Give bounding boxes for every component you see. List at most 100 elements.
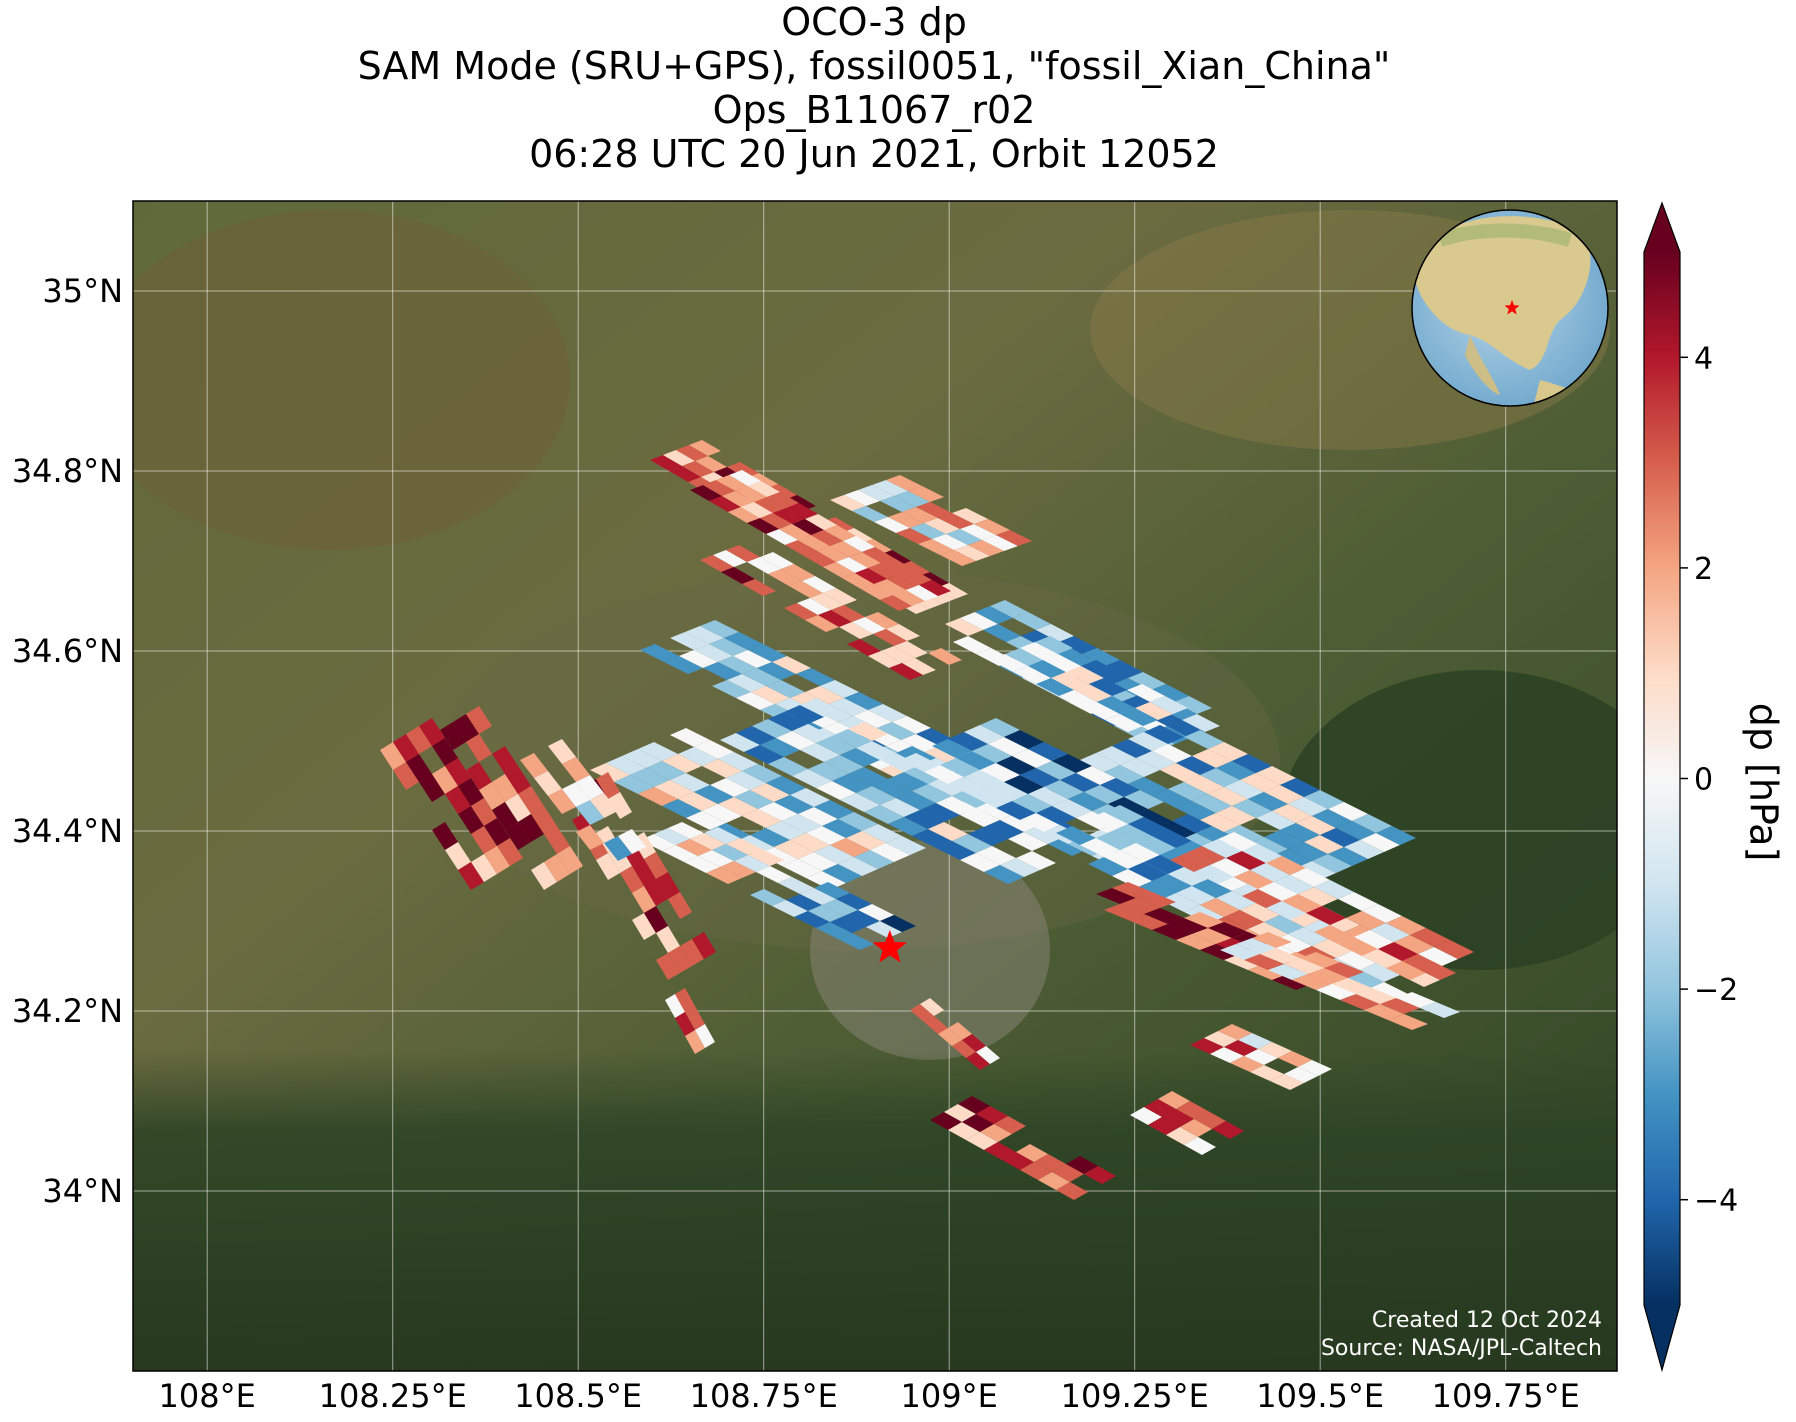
footprint-cell <box>1128 672 1166 690</box>
footprint-cell <box>805 615 839 632</box>
footprint-cell <box>1338 937 1378 956</box>
footprint-cell <box>1356 988 1396 1004</box>
footprint-cell <box>822 899 858 916</box>
footprint-cell <box>798 852 838 871</box>
footprint-cell <box>1208 787 1248 806</box>
title-build: Ops_B11067_r02 <box>712 88 1036 132</box>
footprint-cell <box>887 574 919 590</box>
footprint-cell <box>774 795 814 814</box>
footprint-cell <box>709 638 748 656</box>
footprint-cell <box>868 651 902 668</box>
footprint-cell <box>393 762 419 790</box>
footprint-cell <box>686 811 726 830</box>
footprint-cell <box>497 838 523 866</box>
footprint-cell <box>848 767 888 786</box>
footprint-cell <box>800 743 840 762</box>
footprint-cell <box>1344 840 1384 859</box>
footprint-cell <box>848 722 888 741</box>
footprint-cell <box>798 807 838 826</box>
footprint-cell <box>1272 974 1312 990</box>
footprint-cell <box>802 576 836 593</box>
map-frame <box>132 200 1618 1372</box>
footprint-cell <box>632 886 656 913</box>
globe-star-shape <box>1504 300 1520 315</box>
footprint-cell <box>904 765 944 784</box>
footprint-cell <box>1174 696 1212 714</box>
footprint-cell <box>1166 1127 1198 1145</box>
footprint-cell <box>712 680 751 698</box>
footprint-cell <box>1080 753 1120 772</box>
footprint-cell <box>1104 904 1144 920</box>
footprint-cell <box>1256 811 1296 830</box>
footprint-cell <box>798 535 830 551</box>
footprint-cell <box>946 529 982 545</box>
footprint-cell <box>1298 887 1338 906</box>
footprint-cell <box>792 724 832 743</box>
footprint-cell <box>663 450 695 466</box>
footprint-cell <box>768 712 808 731</box>
footprint-cell <box>1320 828 1360 847</box>
footprint-cell <box>1192 749 1232 768</box>
footprint-cell <box>1200 944 1240 960</box>
footprint-cell <box>832 774 872 793</box>
footprint-cell <box>944 1104 976 1122</box>
footprint-cell <box>1044 780 1084 799</box>
footprint-cell <box>760 513 792 529</box>
footprint-cell <box>694 644 733 662</box>
footprint-cell <box>1186 846 1226 865</box>
footprint-cell <box>700 555 734 572</box>
footprint-cell <box>534 771 562 796</box>
footprint-cell <box>562 757 590 782</box>
footprint-cell <box>824 755 864 774</box>
footprint-cell <box>1360 963 1400 982</box>
footprint-cell <box>1128 817 1168 836</box>
footprint-cell <box>710 778 750 797</box>
footprint-cell <box>656 953 680 980</box>
footprint-cell <box>1036 806 1076 825</box>
footprint-cell <box>1388 1014 1428 1030</box>
footprint-cell <box>790 833 830 852</box>
footprint-cell <box>1224 825 1264 844</box>
footprint-cell <box>729 470 761 486</box>
footprint-cell <box>1084 1166 1116 1184</box>
footprint-cell <box>1242 889 1282 908</box>
footprint-cell <box>728 507 760 523</box>
footprint-cell <box>797 598 831 615</box>
footprint-cell <box>814 882 850 899</box>
footprint-cell <box>1162 1109 1194 1127</box>
footprint-cell <box>1394 935 1434 954</box>
footprint-cell <box>704 827 740 844</box>
footprint-cell <box>531 862 557 890</box>
footprint-cell <box>505 794 531 822</box>
footprint-cell <box>726 771 766 790</box>
footprint-cell <box>1250 863 1290 882</box>
footprint-cell <box>817 546 849 562</box>
footprint-cell <box>640 644 679 662</box>
footprint-cell <box>1210 1047 1244 1063</box>
footprint-cell <box>954 545 990 561</box>
colorbar-tick-label: 4 <box>1694 341 1713 376</box>
footprint-cell <box>792 769 832 788</box>
footprint-cell <box>1068 792 1108 811</box>
footprint-cell <box>419 718 445 746</box>
footprint-cell <box>664 656 703 674</box>
footprint-cell <box>690 485 722 501</box>
footprint-cell <box>1336 821 1376 840</box>
lon-tick-label: 108°E <box>159 1377 256 1415</box>
footprint-cell <box>622 749 662 768</box>
footprint-cell <box>952 1040 976 1058</box>
footprint-cell <box>1224 910 1264 929</box>
footprint-cell <box>1144 855 1184 874</box>
footprint-cell <box>1158 1091 1190 1109</box>
footprint-cell <box>758 847 798 866</box>
footprint-cell <box>945 618 983 636</box>
footprint-cell <box>1120 708 1158 726</box>
footprint-cell <box>703 480 735 496</box>
footprint-cell <box>988 737 1028 756</box>
footprint-cell <box>406 754 432 782</box>
footprint-cell <box>805 514 837 530</box>
footprint-cell <box>1060 773 1100 792</box>
footprint-cell <box>792 519 824 535</box>
footprint-cell <box>736 692 775 710</box>
footprint-cell <box>453 714 479 742</box>
